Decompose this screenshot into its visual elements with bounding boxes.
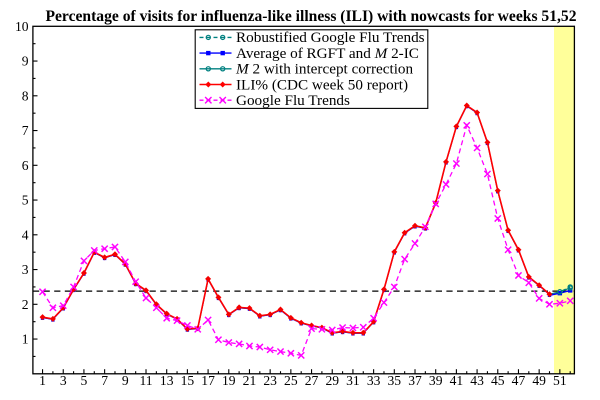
svg-text:35: 35 (388, 373, 402, 388)
svg-text:4: 4 (22, 227, 29, 242)
svg-text:13: 13 (160, 373, 174, 388)
svg-text:17: 17 (201, 373, 215, 388)
svg-text:47: 47 (512, 373, 526, 388)
svg-text:51: 51 (553, 373, 567, 388)
svg-text:M 2 with intercept correction: M 2 with intercept correction (235, 61, 414, 78)
svg-text:45: 45 (491, 373, 505, 388)
svg-text:8: 8 (22, 88, 29, 103)
svg-text:Robustified Google Flu Trends: Robustified Google Flu Trends (236, 29, 425, 46)
svg-text:11: 11 (139, 373, 152, 388)
svg-text:3: 3 (22, 262, 29, 277)
svg-text:19: 19 (222, 373, 236, 388)
svg-text:27: 27 (305, 373, 319, 388)
svg-text:5: 5 (81, 373, 88, 388)
svg-text:37: 37 (408, 373, 422, 388)
svg-text:9: 9 (122, 373, 129, 388)
svg-text:10: 10 (15, 19, 29, 34)
svg-text:25: 25 (284, 373, 298, 388)
svg-text:Average of RGFT and M 2-IC: Average of RGFT and M 2-IC (236, 45, 419, 62)
svg-text:41: 41 (450, 373, 464, 388)
svg-text:21: 21 (243, 373, 257, 388)
svg-text:3: 3 (60, 373, 67, 388)
svg-text:31: 31 (346, 373, 360, 388)
svg-text:7: 7 (101, 373, 108, 388)
svg-text:1: 1 (22, 332, 29, 347)
svg-text:33: 33 (367, 373, 381, 388)
svg-text:1: 1 (39, 373, 46, 388)
svg-text:29: 29 (325, 373, 339, 388)
svg-text:Google Flu Trends: Google Flu Trends (236, 92, 350, 109)
svg-text:2: 2 (22, 297, 29, 312)
svg-text:23: 23 (263, 373, 277, 388)
svg-text:7: 7 (22, 123, 29, 138)
svg-text:ILI% (CDC week 50 report): ILI% (CDC week 50 report) (236, 76, 408, 93)
svg-text:49: 49 (532, 373, 546, 388)
svg-text:15: 15 (181, 373, 195, 388)
svg-text:6: 6 (22, 158, 29, 173)
svg-text:43: 43 (470, 373, 484, 388)
svg-text:9: 9 (22, 54, 29, 69)
svg-text:Percentage of visits for influ: Percentage of visits for influenza-like … (45, 8, 576, 25)
svg-text:39: 39 (429, 373, 443, 388)
svg-text:5: 5 (22, 193, 29, 208)
